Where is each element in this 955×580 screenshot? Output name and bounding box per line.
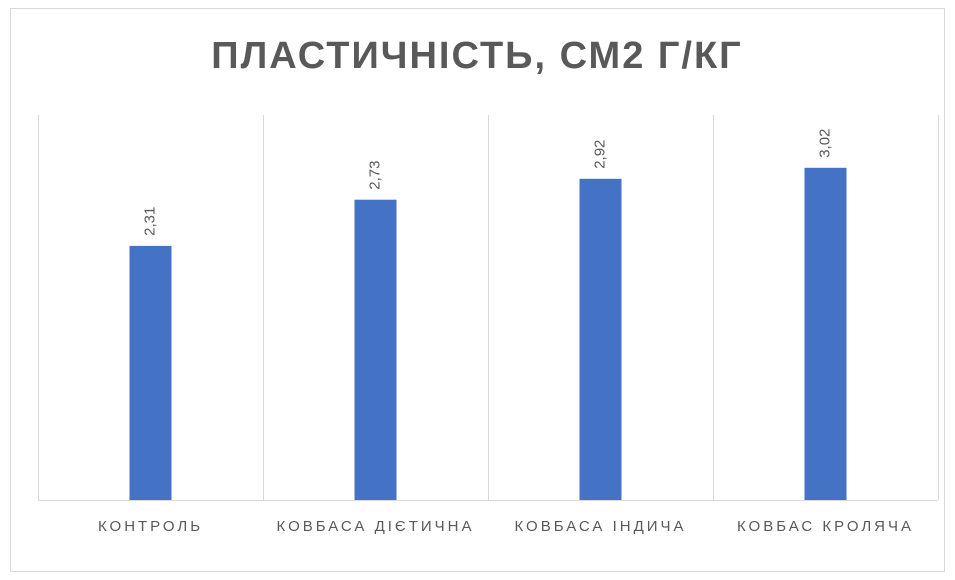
x-tick-label: КОВБАС КРОЛЯЧА: [736, 518, 915, 535]
data-label: 2,31: [141, 207, 158, 236]
data-label: 2,73: [366, 160, 383, 189]
bar: [579, 178, 622, 501]
x-tick-label: КОНТРОЛЬ: [97, 518, 204, 535]
bar: [804, 167, 847, 501]
data-label: 3,02: [816, 129, 833, 158]
x-tick-label: КОВБАСА ІНДИЧА: [514, 518, 687, 535]
chart-title: ПЛАСТИЧНІСТЬ, СМ2 Г/КГ: [211, 35, 742, 77]
x-tick-label: КОВБАСА ДІЄТИЧНА: [276, 518, 475, 535]
bar: [129, 245, 172, 500]
data-label: 2,92: [591, 140, 608, 169]
bar: [354, 199, 397, 500]
